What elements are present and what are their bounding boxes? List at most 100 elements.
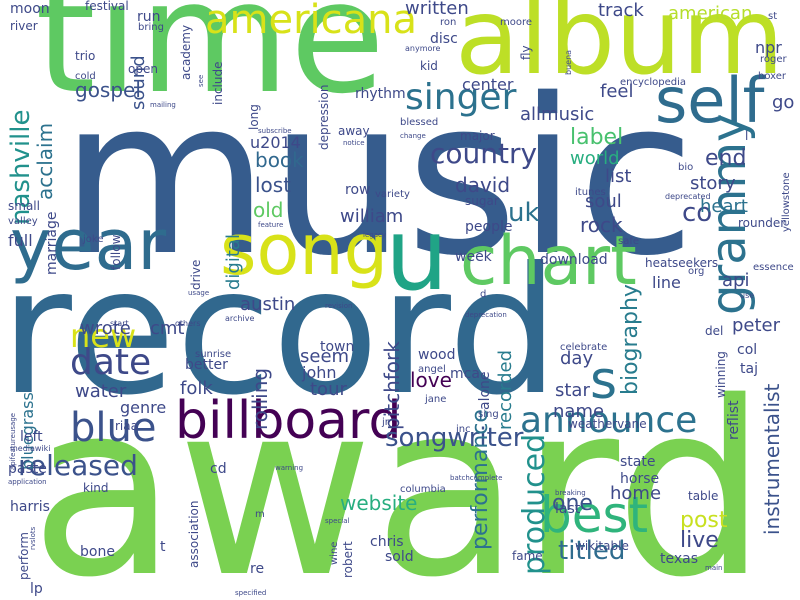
word-one: one: [552, 491, 593, 516]
word-mca: mca: [450, 366, 480, 382]
word-rvslots: rvslots: [29, 526, 37, 550]
word-start: start: [110, 319, 129, 328]
word-singer: singer: [405, 77, 517, 118]
word-change: change: [400, 132, 426, 140]
word-song: song: [220, 209, 389, 291]
word-william: william: [340, 206, 404, 227]
word-re: re: [250, 561, 265, 577]
word-blue: blue: [70, 405, 157, 451]
word-essence: essence: [753, 262, 794, 273]
word-story: story: [690, 173, 736, 194]
word-s: s: [590, 351, 618, 411]
word-bio: bio: [678, 162, 694, 173]
word-usage: usage: [188, 289, 210, 297]
word-weathervane: weathervane: [568, 417, 647, 431]
word-allmusic: allmusic: [520, 104, 595, 125]
word-sing: sing: [478, 409, 499, 420]
word-self: self: [655, 64, 765, 137]
word-moon: moon: [10, 1, 50, 17]
word-itunes: itunes: [575, 187, 606, 198]
word-table: table: [688, 489, 719, 503]
word-wikitable: wikitable: [575, 539, 629, 553]
word-archive: archive: [225, 314, 255, 323]
word-subscribe: subscribe: [258, 127, 292, 135]
word-st: st: [768, 11, 778, 22]
word-buena: buena: [564, 49, 573, 75]
word-state: state: [620, 454, 656, 470]
word-home: home: [610, 483, 662, 504]
word-u2014: u2014: [250, 133, 301, 152]
word-end: end: [705, 146, 747, 171]
word-small: small: [8, 199, 40, 213]
word-del: del: [705, 324, 724, 338]
word-old: old: [253, 198, 284, 222]
word-chris: chris: [370, 534, 404, 550]
word-valley: valley: [8, 216, 38, 227]
word-americana: americana: [205, 0, 418, 43]
word-specified: specified: [235, 589, 267, 597]
word-away: away: [338, 124, 370, 138]
word-moore: moore: [500, 17, 533, 28]
word-heart: heart: [700, 196, 748, 217]
word-riaa: riaa: [115, 419, 138, 433]
word-jr: jr: [382, 417, 389, 428]
word-chart: chart: [460, 222, 637, 301]
word-include: include: [211, 61, 225, 105]
word-track: track: [598, 0, 644, 21]
word-bone: bone: [80, 544, 115, 560]
word-texas: texas: [660, 551, 699, 567]
word-heatseekers: heatseekers: [645, 256, 719, 270]
word-others: others: [175, 319, 201, 328]
word-apifeatureusage: apifeatureusage: [9, 412, 17, 470]
word-sold: sold: [385, 549, 414, 565]
word-drive: drive: [189, 259, 203, 290]
word-announce: announce: [520, 400, 698, 441]
word-winning: winning: [714, 351, 728, 398]
word-david: david: [455, 173, 511, 197]
word-songwriter: songwriter: [385, 423, 524, 453]
word-see: see: [197, 74, 205, 87]
word-follow: follow: [109, 234, 123, 270]
word-day: day: [560, 348, 594, 369]
word-love: love: [410, 368, 452, 392]
word-name: name: [553, 401, 605, 422]
word-country: country: [430, 137, 538, 170]
word-alone: alone: [477, 371, 493, 410]
word-variety: variety: [375, 189, 410, 200]
word-soul: soul: [585, 191, 622, 212]
word-paste: paste: [8, 461, 47, 477]
word-co: co: [682, 198, 713, 228]
word-released: released: [18, 449, 138, 482]
word-center: center: [462, 75, 514, 94]
word-cd: cd: [210, 461, 227, 477]
word-live: live: [680, 528, 719, 553]
word-sugar: sugar: [465, 194, 499, 208]
word-uk: uk: [508, 198, 540, 228]
word-marriage: marriage: [44, 211, 60, 275]
word-cold: cold: [75, 71, 96, 82]
word-year: year: [10, 204, 167, 286]
word-people: people: [465, 219, 513, 235]
word-d: d: [480, 289, 487, 300]
word-deprecated: deprecated: [665, 192, 711, 201]
word-major: major: [460, 129, 495, 143]
word-col: col: [737, 342, 758, 358]
word-rounder: rounder: [738, 216, 786, 230]
word-post: post: [680, 508, 728, 533]
word-open: open: [128, 62, 158, 76]
word-acclaim: acclaim: [33, 122, 57, 200]
word-horse: horse: [620, 471, 660, 487]
word-gospel: gospel: [75, 78, 141, 102]
word-award: award: [30, 350, 768, 600]
word-notice: notice: [343, 139, 365, 147]
word-folk: folk: [180, 378, 213, 399]
word-ron: ron: [440, 17, 457, 28]
word-angel: angel: [418, 364, 446, 375]
word-better: better: [185, 357, 228, 373]
word-taj: taj: [740, 361, 758, 377]
word-biography: biography: [618, 284, 643, 395]
word-bring: bring: [138, 22, 164, 33]
word-wine: wine: [329, 541, 340, 565]
word-wrote: wrote: [80, 318, 131, 339]
